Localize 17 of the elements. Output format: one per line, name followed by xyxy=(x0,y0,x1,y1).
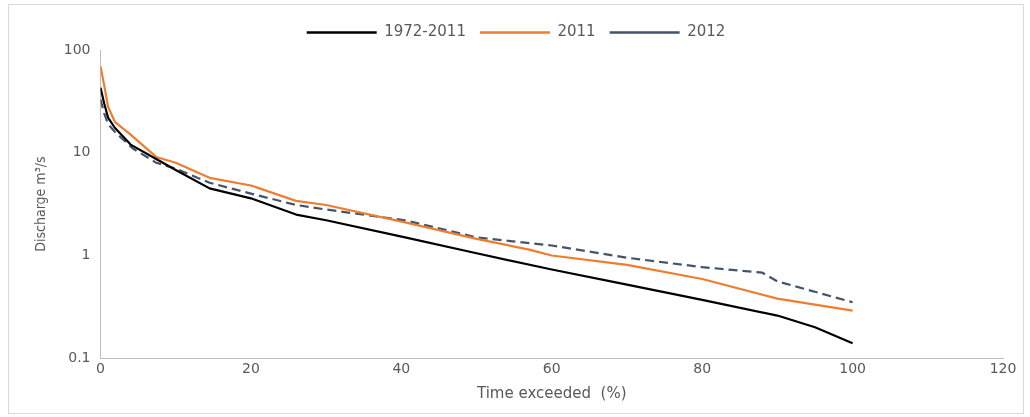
x-tick-label: 80 xyxy=(693,360,712,377)
x-tick-label: 120 xyxy=(989,360,1017,377)
line-series xyxy=(100,98,854,304)
y-tick-label: 100 xyxy=(63,40,91,57)
legend-label: 2011 xyxy=(557,22,596,41)
y-tick-label: 0.1 xyxy=(68,348,91,365)
x-tick-label: 20 xyxy=(242,360,260,377)
x-axis-title: Time exceeded (%) xyxy=(476,383,627,402)
x-tick-label: 0 xyxy=(96,360,105,377)
legend-label: 1972-2011 xyxy=(384,22,466,41)
y-axis-title: Discharge m³/s xyxy=(32,156,49,252)
y-tick-label: 10 xyxy=(72,143,91,160)
legend-label: 2012 xyxy=(687,22,726,41)
x-tick-label: 100 xyxy=(839,360,866,377)
x-tick-label: 40 xyxy=(392,360,411,377)
y-tick-label: 1 xyxy=(81,246,91,263)
x-tick-label: 60 xyxy=(542,360,561,377)
